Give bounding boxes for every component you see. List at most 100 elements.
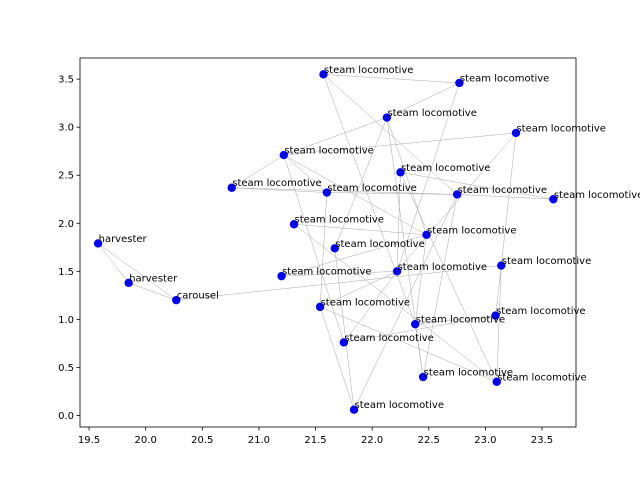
point-label: steam locomotive bbox=[424, 368, 513, 379]
data-point bbox=[279, 150, 289, 160]
edge-line bbox=[323, 74, 458, 195]
y-tick-label: 1.0 bbox=[58, 315, 74, 326]
edge-line bbox=[283, 154, 345, 343]
point-label: steam locomotive bbox=[232, 178, 321, 189]
data-point bbox=[172, 295, 181, 305]
x-tick-label: 23.0 bbox=[474, 435, 496, 446]
point-label: steam locomotive bbox=[324, 65, 413, 76]
data-point bbox=[549, 195, 558, 204]
edge-line bbox=[414, 324, 424, 378]
data-point bbox=[418, 372, 428, 382]
x-tick-label: 19.5 bbox=[78, 435, 100, 446]
edge-line bbox=[97, 243, 177, 301]
data-point bbox=[382, 113, 392, 122]
y-tick-label: 1.5 bbox=[58, 267, 74, 278]
data-point bbox=[322, 188, 332, 197]
data-point bbox=[492, 377, 501, 387]
axes-frame bbox=[79, 57, 577, 428]
point-label: steam locomotive bbox=[460, 73, 549, 84]
edge-line bbox=[343, 315, 496, 343]
data-point bbox=[227, 183, 236, 192]
edge-line bbox=[396, 132, 517, 272]
edge-line bbox=[422, 194, 458, 378]
point-label: steam locomotive bbox=[282, 267, 371, 278]
data-point bbox=[491, 311, 500, 320]
point-label: steam locomotive bbox=[284, 146, 373, 157]
point-label: steam locomotive bbox=[427, 225, 516, 236]
data-point bbox=[289, 220, 299, 229]
y-tick-label: 0.5 bbox=[58, 363, 74, 374]
point-label: harvester bbox=[129, 273, 178, 284]
data-point bbox=[319, 70, 328, 79]
edge-line bbox=[283, 154, 328, 193]
x-axis: 19.5 20.0 20.5 21.0 21.5 22.0 22.5 23.0 23.5 bbox=[78, 427, 553, 446]
data-point bbox=[277, 271, 286, 281]
point-label: steam locomotive bbox=[295, 215, 384, 226]
point-label: steam locomotive bbox=[458, 185, 547, 196]
plot-area bbox=[80, 58, 576, 427]
edge-line bbox=[400, 172, 497, 382]
data-point bbox=[315, 302, 325, 312]
x-tick-label: 20.5 bbox=[191, 435, 213, 446]
point-label: steam locomotive bbox=[355, 400, 444, 411]
edge-line bbox=[415, 315, 496, 325]
data-point bbox=[452, 190, 462, 199]
edge-line bbox=[343, 271, 398, 343]
point-label: steam locomotive bbox=[398, 262, 487, 273]
edge-line bbox=[496, 265, 502, 382]
y-tick-label: 3.5 bbox=[58, 75, 74, 86]
edge-line bbox=[386, 82, 460, 118]
edge-line bbox=[128, 282, 177, 301]
point-label: steam locomotive bbox=[496, 306, 585, 317]
edge-line bbox=[457, 194, 554, 200]
edge-line bbox=[353, 194, 458, 410]
edge-line bbox=[495, 265, 502, 316]
edge-line bbox=[231, 154, 284, 188]
edge-line bbox=[323, 74, 460, 84]
x-tick-label: 20.0 bbox=[135, 435, 157, 446]
x-tick-label: 22.0 bbox=[361, 435, 383, 446]
x-tick-label: 22.5 bbox=[418, 435, 440, 446]
data-point bbox=[422, 230, 431, 240]
point-label: steam locomotive bbox=[516, 123, 605, 134]
edge-line bbox=[386, 117, 427, 235]
edge-line bbox=[294, 223, 427, 236]
data-point bbox=[93, 239, 103, 248]
edge-line bbox=[501, 132, 517, 266]
edges-layer bbox=[97, 74, 554, 410]
point-label: steam locomotive bbox=[497, 372, 586, 383]
point-label: steam locomotive bbox=[321, 297, 410, 308]
data-point bbox=[330, 244, 339, 253]
data-point bbox=[124, 278, 133, 288]
points-layer bbox=[93, 70, 558, 414]
edge-line bbox=[319, 306, 497, 383]
x-tick-label: 21.0 bbox=[248, 435, 270, 446]
edge-line bbox=[231, 187, 458, 195]
y-tick-label: 2.5 bbox=[58, 171, 74, 182]
edge-line bbox=[319, 306, 355, 410]
edge-line bbox=[281, 234, 427, 277]
point-label: steam locomotive bbox=[344, 333, 433, 344]
point-label: steam locomotive bbox=[401, 163, 490, 174]
edge-line bbox=[334, 117, 388, 249]
point-label: steam locomotive bbox=[387, 108, 476, 119]
edge-line bbox=[293, 224, 497, 383]
y-tick-label: 0.0 bbox=[58, 411, 74, 422]
edge-line bbox=[326, 192, 458, 195]
edge-line bbox=[396, 172, 401, 272]
x-tick-label: 21.5 bbox=[304, 435, 326, 446]
edge-line bbox=[281, 271, 398, 277]
point-label: steam locomotive bbox=[335, 239, 424, 250]
point-label: steam locomotive bbox=[327, 183, 416, 194]
edge-line bbox=[231, 187, 327, 193]
edge-line bbox=[414, 234, 427, 325]
data-point bbox=[410, 319, 420, 329]
data-point bbox=[392, 267, 402, 276]
data-point bbox=[455, 78, 464, 88]
point-label: harvester bbox=[99, 234, 148, 245]
edge-line bbox=[283, 117, 387, 156]
data-point bbox=[511, 128, 521, 138]
data-point bbox=[339, 338, 349, 347]
edge-line bbox=[283, 132, 517, 156]
